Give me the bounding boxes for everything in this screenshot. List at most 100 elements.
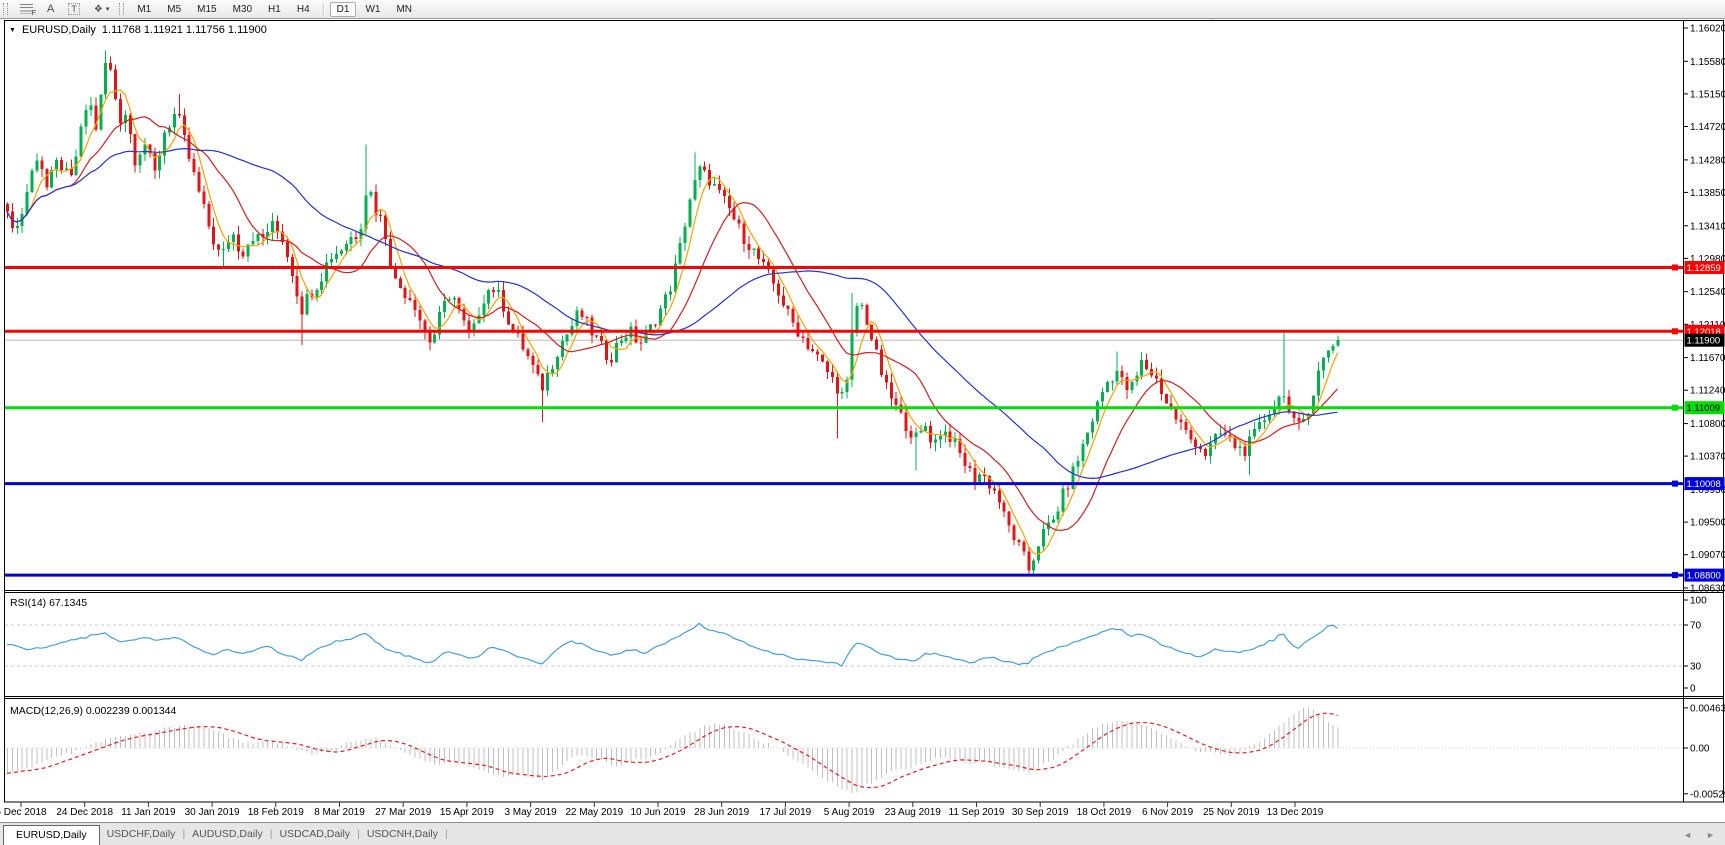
price-tick: 1.15580 bbox=[1690, 57, 1725, 68]
price-tick: 1.12540 bbox=[1690, 287, 1725, 298]
price-tick: 1.09500 bbox=[1690, 518, 1725, 529]
macd-pane: 0.00463 0.00 -0.005295 bbox=[5, 703, 1725, 800]
tab-audusd-daily[interactable]: AUDUSD,Daily bbox=[192, 828, 263, 840]
tab-separator: | bbox=[269, 828, 273, 840]
rsi-tick: 0 bbox=[1690, 684, 1696, 695]
date-tick: 13 Dec 2019 bbox=[1267, 807, 1324, 818]
chevron-down-icon[interactable]: ▾ bbox=[105, 6, 110, 13]
date-tick: 3 May 2019 bbox=[504, 807, 557, 818]
arrows-glyph: ❖ bbox=[93, 3, 103, 15]
chart-menu-icon[interactable]: ▼ bbox=[9, 26, 16, 34]
date-tick: 5 Aug 2019 bbox=[824, 807, 875, 818]
pane-borders bbox=[0, 18, 1725, 803]
level-handle[interactable] bbox=[1672, 404, 1678, 411]
toolbar-grip[interactable] bbox=[3, 3, 8, 15]
date-tick: 23 Aug 2019 bbox=[885, 807, 942, 818]
timeframe-m30[interactable]: M30 bbox=[232, 3, 253, 15]
date-axis[interactable]: 5 Dec 2018 24 Dec 2018 11 Jan 2019 30 Jan 2… bbox=[0, 802, 1324, 818]
price-axis-badges: 1.12859 1.12018 1.11009 1.10008 1.08800 1.119… bbox=[1684, 261, 1725, 582]
timeframe-h4[interactable]: H4 bbox=[296, 3, 310, 15]
date-tick: 11 Jan 2019 bbox=[121, 807, 176, 818]
ma-line-40 bbox=[6, 147, 1338, 480]
candlesticks bbox=[6, 50, 1340, 576]
date-tick: 24 Dec 2018 bbox=[56, 807, 113, 818]
main-pane bbox=[5, 50, 1683, 579]
fibonacci-f-glyph: F bbox=[31, 10, 36, 17]
tab-usdchf-daily[interactable]: USDCHF,Daily bbox=[106, 828, 176, 840]
timeframe-d1[interactable]: D1 bbox=[329, 1, 357, 17]
timeframe-m15[interactable]: M15 bbox=[197, 3, 217, 15]
tab-separator: | bbox=[357, 828, 360, 840]
timeframe-mn[interactable]: MN bbox=[396, 3, 412, 15]
rsi-line bbox=[6, 622, 1338, 667]
timeframe-m5[interactable]: M5 bbox=[167, 3, 182, 15]
level-price-badge: 1.11009 bbox=[1687, 403, 1721, 414]
price-tick: 1.13410 bbox=[1690, 221, 1725, 232]
price-tick: 1.10800 bbox=[1690, 419, 1725, 430]
price-tick: 1.09930 bbox=[1690, 485, 1725, 496]
date-tick: 11 Sep 2019 bbox=[949, 807, 1005, 818]
macd-tick: 0.00463 bbox=[1690, 703, 1725, 714]
ma-line-5 bbox=[6, 89, 1339, 555]
level-price-badge: 1.08800 bbox=[1687, 571, 1721, 582]
date-tick: 18 Feb 2019 bbox=[248, 807, 305, 818]
arrow-tools-icon[interactable]: ❖ ▾ bbox=[94, 4, 109, 15]
text-tool-icon[interactable]: T bbox=[68, 3, 80, 15]
date-tick: 10 Jun 2019 bbox=[630, 807, 685, 818]
horizontal-level-lines[interactable] bbox=[5, 264, 1683, 579]
price-tick: 1.11670 bbox=[1690, 353, 1725, 364]
ma-line-14 bbox=[6, 116, 1339, 531]
date-tick: 30 Jan 2019 bbox=[185, 807, 240, 818]
date-tick: 22 May 2019 bbox=[565, 807, 623, 818]
timeframe-w1[interactable]: W1 bbox=[365, 3, 381, 15]
rsi-tick: 100 bbox=[1690, 596, 1707, 607]
tab-scroll-right-icon[interactable]: ► bbox=[1706, 830, 1715, 840]
price-tick: 1.11240 bbox=[1690, 386, 1725, 397]
chart-canvas[interactable]: 100 70 30 0 0.00463 0.00 -0.005295 RSI(14) 67… bbox=[0, 18, 1725, 822]
tab-scroll-left-icon[interactable]: ◄ bbox=[1683, 830, 1693, 840]
chart-symbol-label: EURUSD,Daily bbox=[21, 24, 96, 36]
bid-price-badge: 1.11900 bbox=[1687, 336, 1721, 347]
date-tick: 15 Apr 2019 bbox=[440, 807, 494, 818]
chart-quote-values: 1.11768 1.11921 1.11756 1.11900 bbox=[101, 24, 267, 36]
tab-usdcnh-daily[interactable]: USDCNH,Daily bbox=[366, 828, 439, 840]
fibonacci-grid-icon: F bbox=[20, 4, 36, 17]
date-tick: 8 Mar 2019 bbox=[314, 807, 365, 818]
toolbar-grip-2[interactable] bbox=[119, 3, 125, 15]
price-tick: 1.12980 bbox=[1690, 254, 1725, 265]
top-toolbar: F A T ❖ ▾ M1 M5 M15 M30 H1 H4 D1 W1 MN bbox=[0, 0, 1725, 18]
date-tick: 18 Oct 2019 bbox=[1077, 807, 1132, 818]
level-handle[interactable] bbox=[1672, 264, 1678, 271]
price-tick: 1.09070 bbox=[1690, 550, 1725, 561]
price-tick: 1.14280 bbox=[1690, 155, 1725, 166]
label-tool-icon[interactable]: A bbox=[47, 3, 55, 15]
price-axis[interactable]: 1.16020 1.15580 1.15150 1.14720 1.14280 1.138… bbox=[1683, 24, 1725, 595]
fibonacci-tool-icon[interactable]: F bbox=[20, 4, 36, 17]
level-handle[interactable] bbox=[1672, 572, 1678, 579]
timeframe-h1[interactable]: H1 bbox=[268, 3, 281, 15]
macd-tick: -0.005295 bbox=[1690, 789, 1725, 800]
macd-label: MACD(12,26,9) 0.002239 0.001344 bbox=[10, 705, 177, 717]
price-tick: 1.08630 bbox=[1690, 584, 1725, 595]
macd-tick: 0.00 bbox=[1690, 744, 1710, 755]
tab-usdcad-daily[interactable]: USDCAD,Daily bbox=[279, 828, 351, 840]
level-price-badge: 1.12859 bbox=[1687, 263, 1721, 274]
price-tick: 1.14720 bbox=[1690, 122, 1725, 133]
date-tick: 30 Sep 2019 bbox=[1012, 807, 1069, 818]
level-handle[interactable] bbox=[1672, 480, 1678, 487]
timeframe-toolbar: M1 M5 M15 M30 H1 H4 D1 W1 MN bbox=[129, 1, 420, 17]
toolbar-separator bbox=[322, 2, 324, 16]
rsi-tick: 70 bbox=[1690, 621, 1702, 632]
timeframe-m1[interactable]: M1 bbox=[137, 3, 152, 15]
rsi-pane: 100 70 30 0 bbox=[5, 596, 1707, 695]
level-handle[interactable] bbox=[1672, 328, 1678, 335]
rsi-label: RSI(14) 67.1345 bbox=[10, 597, 87, 609]
date-tick: 25 Nov 2019 bbox=[1203, 807, 1260, 818]
chart-title: ▼ EURUSD,Daily 1.11768 1.11921 1.11756 1… bbox=[9, 24, 267, 36]
tab-separator: | bbox=[445, 828, 448, 840]
text-t-glyph: T bbox=[68, 3, 80, 15]
tab-eurusd-daily[interactable]: EURUSD,Daily bbox=[3, 825, 100, 845]
tab-separator: | bbox=[182, 828, 186, 840]
date-tick: 28 Jun 2019 bbox=[694, 807, 749, 818]
price-tick: 1.10370 bbox=[1690, 452, 1725, 463]
